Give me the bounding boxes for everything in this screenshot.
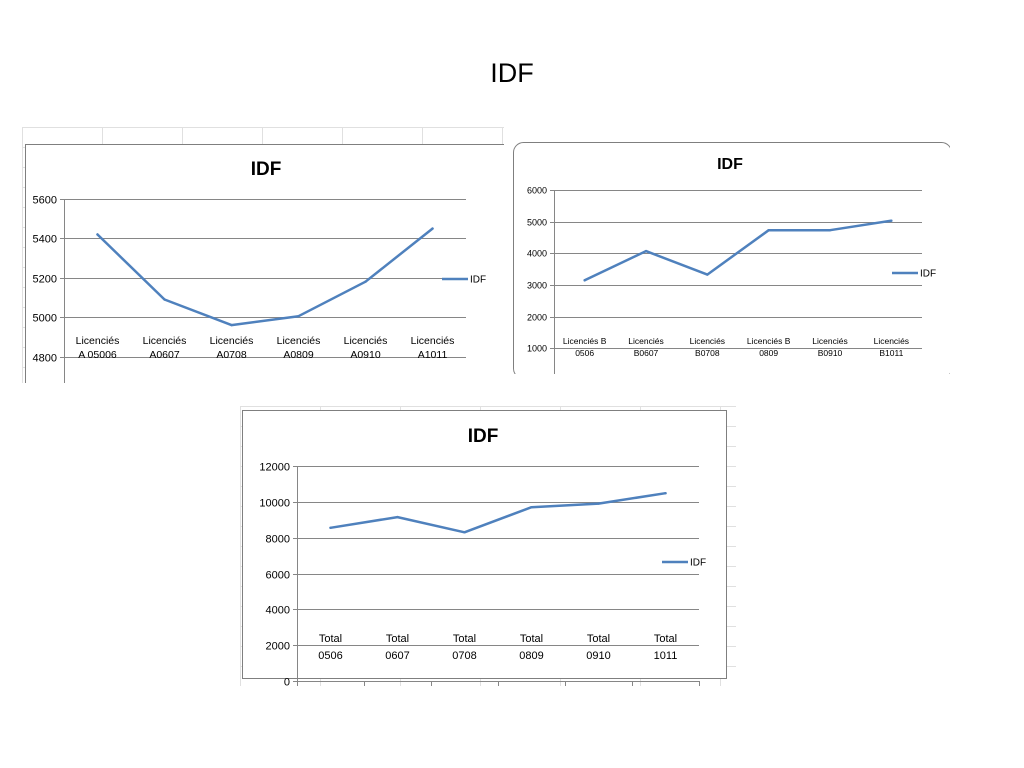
chart-svg: IDF 0 2000 4000 6000 8000 10000 12000 Total 0506 T…: [240, 406, 736, 686]
x-tick-label: Total 0607: [385, 633, 409, 662]
y-tick-label: 4800: [33, 352, 57, 364]
y-tick-label: 5000: [527, 218, 547, 228]
data-point: [230, 323, 233, 327]
y-tick-label: 4000: [527, 249, 547, 259]
legend-label: IDF: [920, 269, 936, 280]
data-point: [583, 279, 586, 282]
data-point: [329, 526, 332, 529]
data-point: [644, 249, 648, 253]
data-point: [706, 273, 709, 276]
chart-title: IDF: [717, 156, 743, 173]
y-tick-label: 4000: [266, 604, 290, 616]
x-tick-label: Licenciés A 05006: [76, 335, 120, 361]
chart-licencies-b: IDF0100020003000400050006000Licenciés B0…: [508, 136, 950, 374]
data-point: [767, 229, 770, 232]
x-tick-label: Licenciés B0910: [812, 336, 847, 358]
chart-title: IDF: [468, 426, 499, 447]
data-point: [890, 219, 893, 222]
slide-title: IDF: [490, 58, 534, 88]
y-tick-label: 6000: [527, 186, 547, 196]
chart-svg: IDF460048005000520054005600LicenciésA 05…: [22, 127, 504, 383]
y-tick-label: 5000: [33, 312, 57, 324]
chart-licencies-a: IDF460048005000520054005600LicenciésA 05…: [22, 127, 504, 383]
x-tick-label: Licenciés A0607: [143, 335, 187, 361]
y-tick-label: 6000: [266, 569, 290, 581]
series-line: [583, 219, 893, 282]
y-tick-label: 3000: [527, 281, 547, 291]
series-line: [96, 227, 434, 327]
x-tick-label: Licenciés B0708: [690, 336, 725, 358]
data-point: [297, 315, 300, 318]
x-tick-label: Total 1011: [654, 633, 678, 662]
y-tick-label: 5200: [33, 273, 57, 285]
x-tick-label: Licenciés A0708: [210, 335, 254, 361]
y-tick-label: 2000: [266, 640, 290, 652]
y-tick-label: 1000: [527, 344, 547, 354]
x-tick-label: Total 0708: [452, 633, 476, 662]
chart-area: [25, 144, 504, 383]
chart-area: [242, 410, 727, 679]
data-point: [396, 515, 399, 519]
x-tick-label: Licenciés A0910: [344, 335, 388, 361]
x-tick-label: Licenciés B1011: [874, 336, 909, 358]
data-point: [828, 229, 832, 232]
x-tick-label: Licenciés B0607: [628, 336, 663, 358]
data-point: [96, 233, 99, 236]
chart-total: IDF 0 2000 4000 6000 8000 10000 12000 Total 0506 T…: [240, 406, 736, 686]
data-point: [597, 502, 600, 505]
y-tick-label: 0: [284, 676, 290, 686]
x-tick-label: Total 0506: [318, 633, 342, 662]
data-point: [530, 506, 533, 509]
legend-label: IDF: [470, 275, 486, 286]
y-tick-label: 2000: [527, 313, 547, 323]
chart-svg: IDF0100020003000400050006000Licenciés B0…: [513, 142, 950, 374]
x-tick-label: Total 0910: [586, 633, 610, 662]
x-tick-label: Licenciés A1011: [411, 335, 455, 361]
chart-title: IDF: [251, 159, 282, 180]
legend-label: IDF: [690, 558, 706, 569]
x-tick-label: Total 0809: [519, 633, 543, 662]
data-point: [664, 492, 667, 495]
data-point: [163, 298, 166, 301]
series-line: [329, 491, 667, 534]
y-tick-label: 12000: [259, 461, 290, 473]
data-point: [463, 531, 466, 534]
x-tick-label: Licenciés B 0506: [563, 336, 607, 358]
x-tick-label: Licenciés A0809: [277, 335, 321, 361]
y-tick-label: 5600: [33, 194, 57, 206]
y-tick-label: 5400: [33, 233, 57, 245]
y-tick-label: 10000: [259, 497, 290, 509]
data-point: [431, 227, 434, 230]
y-tick-label: 8000: [266, 533, 290, 545]
data-point: [364, 280, 367, 283]
x-tick-label: Licenciés B 0809: [747, 336, 791, 358]
